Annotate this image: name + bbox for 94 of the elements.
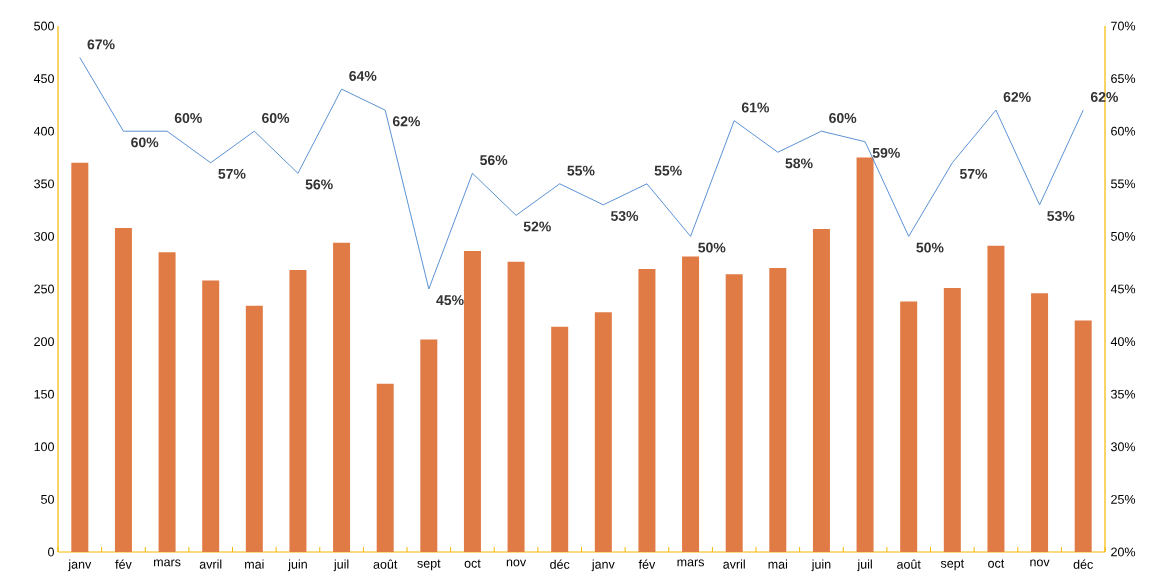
data-label: 60% [262,113,290,123]
x-tick-label: déc [550,559,570,569]
bar [245,305,263,552]
x-tick-label: mars [154,559,181,567]
bar [202,280,220,552]
y-tick-label: 450 [33,74,54,84]
data-label: 55% [654,165,682,176]
x-tick-label: nov [1030,559,1050,567]
x-tick-label: mars [677,559,705,567]
x-tick-label: nov [506,559,527,567]
bar [463,251,481,552]
line-series [79,57,1084,290]
y2-tick-label: 30% [1111,442,1136,452]
data-label: 64% [349,70,377,81]
bar [987,245,1005,552]
y-tick-label: 500 [34,21,54,31]
x-tick-label: août [373,559,398,569]
bar [856,157,874,552]
y2-tick-label: 65% [1111,74,1136,84]
x-tick-label: janv [591,559,615,572]
data-label: 45% [436,295,464,306]
y-tick-label: 150 [34,389,54,399]
data-label: 50% [916,242,944,253]
bar [333,242,351,552]
bar [1031,293,1049,552]
bar [725,274,743,552]
x-tick-label: juil [333,559,349,572]
y-tick-label: 0 [48,547,54,557]
y-tick-label: 400 [33,126,54,136]
x-tick-label: fév [638,559,656,569]
y2-tick-label: 70% [1111,21,1136,31]
bar [900,301,918,552]
data-label: 60% [131,137,159,148]
y2-tick-label: 60% [1111,126,1136,136]
y-tick-label: 100 [34,442,54,452]
data-label: 50% [698,242,726,253]
y2-tick-label: 55% [1111,179,1136,189]
bar [1074,320,1092,552]
bar [420,339,438,552]
data-label: 57% [959,168,988,179]
x-tick-label: mai [768,559,788,569]
bar [507,261,525,552]
x-tick-label: avril [723,559,745,569]
y2-tick-label: 50% [1111,231,1136,241]
data-label: 56% [480,155,508,166]
y-tick-label: 200 [34,337,54,347]
data-label: 56% [305,179,333,190]
bar [812,229,830,552]
bar [594,312,612,552]
data-label: 53% [1047,211,1075,221]
bar [158,252,176,552]
y-tick-label: 250 [34,284,54,294]
y-tick-label: 50 [41,494,54,504]
data-label: 62% [1003,92,1031,102]
bar [769,267,787,552]
x-tick-label: déc [1073,559,1093,569]
bar [114,227,132,552]
x-tick-label: janv [68,559,92,572]
x-tick-label: sept [417,559,441,571]
x-tick-label: avril [199,559,222,569]
x-tick-label: juin [811,559,831,572]
x-tick-label: août [897,559,921,569]
data-label: 57% [218,168,246,179]
bar [551,326,569,552]
data-label: 61% [741,102,770,113]
x-tick-label: fév [115,559,132,569]
data-label: 55% [567,165,595,176]
y2-tick-label: 20% [1111,547,1136,557]
bar [638,269,656,552]
data-label: 62% [392,116,421,127]
data-label: 60% [174,113,202,123]
x-tick-label: juil [857,559,872,572]
x-tick-label: mai [245,559,264,569]
y2-tick-label: 35% [1111,389,1136,399]
bar [682,256,700,552]
data-label: 58% [785,158,813,169]
bar [71,162,89,552]
y2-tick-label: 25% [1111,494,1136,504]
x-tick-label: sept [940,559,965,571]
y-tick-label: 350 [34,179,54,189]
data-label: 52% [523,221,551,232]
y2-tick-label: 40% [1110,337,1136,347]
data-label: 59% [872,147,900,158]
y2-tick-label: 45% [1110,284,1136,294]
bar [289,270,307,552]
x-tick-label: oct [464,559,481,568]
x-tick-label: juin [287,559,307,572]
y-tick-label: 300 [34,231,54,241]
bar [376,383,394,552]
data-label: 53% [610,211,639,221]
data-label: 67% [87,39,115,50]
data-label: 60% [829,113,857,123]
bar [943,287,961,552]
x-tick-label: oct [988,559,1005,568]
